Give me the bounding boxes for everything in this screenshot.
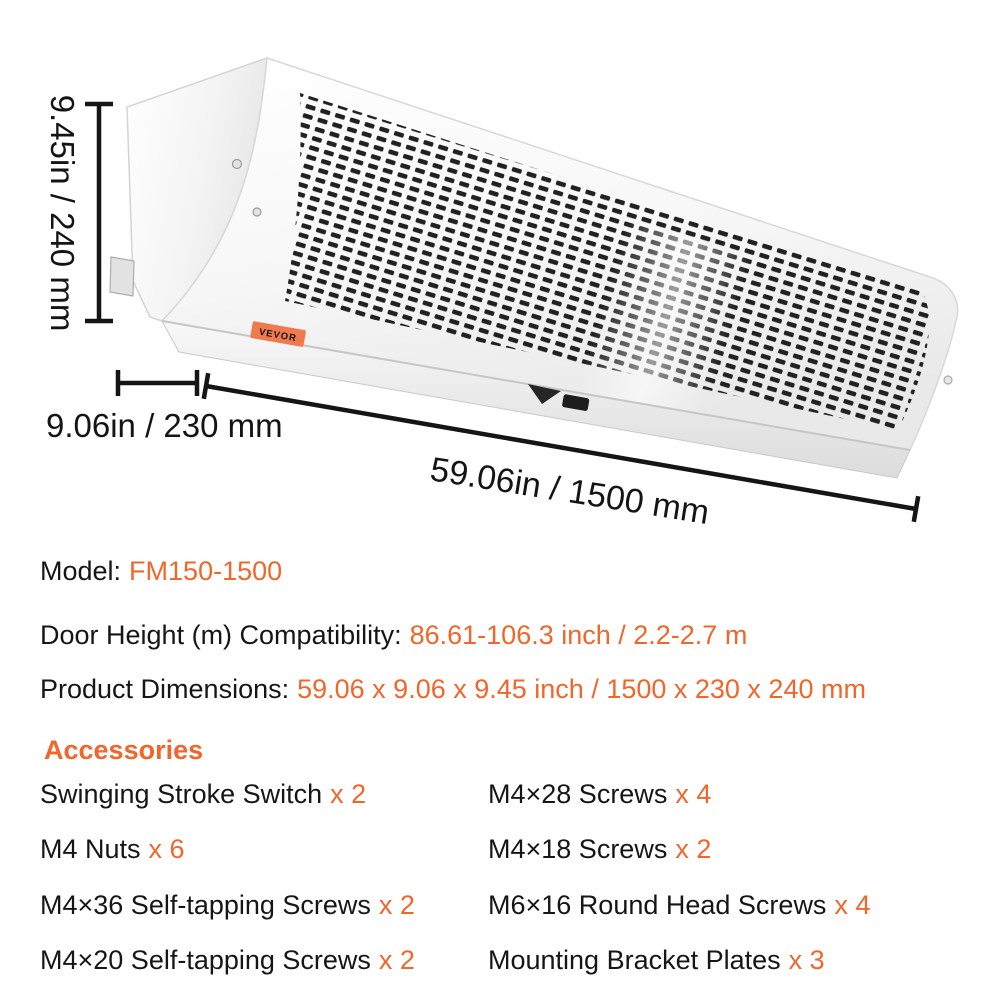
spec-label: Model: bbox=[40, 556, 122, 586]
accessory-item: M4×20 Self-tapping Screws x 2 bbox=[40, 945, 488, 975]
accessory-name: M4×36 Self-tapping Screws bbox=[40, 889, 371, 920]
accessory-qty: x 2 bbox=[675, 834, 712, 865]
screw-icon bbox=[231, 158, 243, 170]
accessory-item: M4 Nuts x 6 bbox=[40, 834, 488, 864]
accessory-qty: x 3 bbox=[788, 944, 825, 975]
accessory-item: M4×18 Screws x 2 bbox=[488, 834, 970, 864]
screw-icon bbox=[252, 207, 262, 217]
screw-icon bbox=[943, 375, 953, 385]
accessory-qty: x 2 bbox=[378, 889, 415, 920]
spec-value: 86.61-106.3 inch / 2.2-2.7 m bbox=[409, 620, 748, 650]
accessory-name: M4×20 Self-tapping Screws bbox=[40, 944, 371, 975]
spec-value: FM150-1500 bbox=[129, 556, 283, 586]
accessory-name: M6×16 Round Head Screws bbox=[488, 889, 827, 920]
accessory-name: Mounting Bracket Plates bbox=[488, 944, 781, 975]
height-dimension-line bbox=[85, 101, 113, 324]
accessory-name: Swinging Stroke Switch bbox=[40, 779, 323, 809]
accessory-qty: x 2 bbox=[330, 779, 367, 809]
spec-door-height: Door Height (m) Compatibility: 86.61-106.… bbox=[40, 620, 747, 650]
accessory-qty: x 4 bbox=[834, 889, 871, 920]
accessory-item: M4×28 Screws x 4 bbox=[488, 779, 970, 809]
accessory-item: Swinging Stroke Switch x 2 bbox=[40, 779, 488, 809]
accessory-qty: x 6 bbox=[148, 834, 185, 865]
depth-dimension-label: 9.06in / 230 mm bbox=[46, 407, 283, 444]
accessory-item: M4×36 Self-tapping Screws x 2 bbox=[40, 890, 488, 920]
switch-knob bbox=[562, 394, 590, 411]
air-curtain-body: VEVOR bbox=[109, 57, 959, 484]
accessories-list: Swinging Stroke Switch x 2 M4×28 Screws x … bbox=[40, 779, 970, 1000]
spec-value: 59.06 x 9.06 x 9.45 inch / 1500 x 230 x … bbox=[297, 674, 866, 704]
width-dimension-line bbox=[201, 372, 921, 523]
depth-dimension-line bbox=[115, 370, 200, 396]
spec-label: Product Dimensions: bbox=[40, 674, 290, 704]
accessory-name: M4 Nuts bbox=[40, 834, 141, 865]
accessory-name: M4×18 Screws bbox=[488, 834, 668, 865]
switch-triangle bbox=[528, 384, 561, 404]
mounting-tab bbox=[109, 256, 135, 297]
spec-product-dimensions: Product Dimensions: 59.06 x 9.06 x 9.45 i… bbox=[40, 674, 866, 704]
vevor-logo-badge: VEVOR bbox=[250, 321, 306, 347]
accessory-qty: x 2 bbox=[378, 944, 415, 975]
accessories-heading: Accessories bbox=[44, 735, 204, 765]
accessory-item: Mounting Bracket Plates x 3 bbox=[488, 945, 970, 975]
accessory-qty: x 4 bbox=[675, 779, 712, 809]
accessory-item: M6×16 Round Head Screws x 4 bbox=[488, 890, 970, 920]
height-dimension-label: 9.45in / 240 mm bbox=[44, 95, 81, 332]
spec-label: Door Height (m) Compatibility: bbox=[40, 620, 402, 650]
spec-model: Model: FM150-1500 bbox=[40, 556, 282, 586]
grille-pattern bbox=[285, 93, 930, 430]
accessory-name: M4×28 Screws bbox=[488, 779, 668, 809]
product-illustration: VEVOR 9.45in / 240 mm 9.06in / 230 mm bbox=[44, 57, 959, 532]
